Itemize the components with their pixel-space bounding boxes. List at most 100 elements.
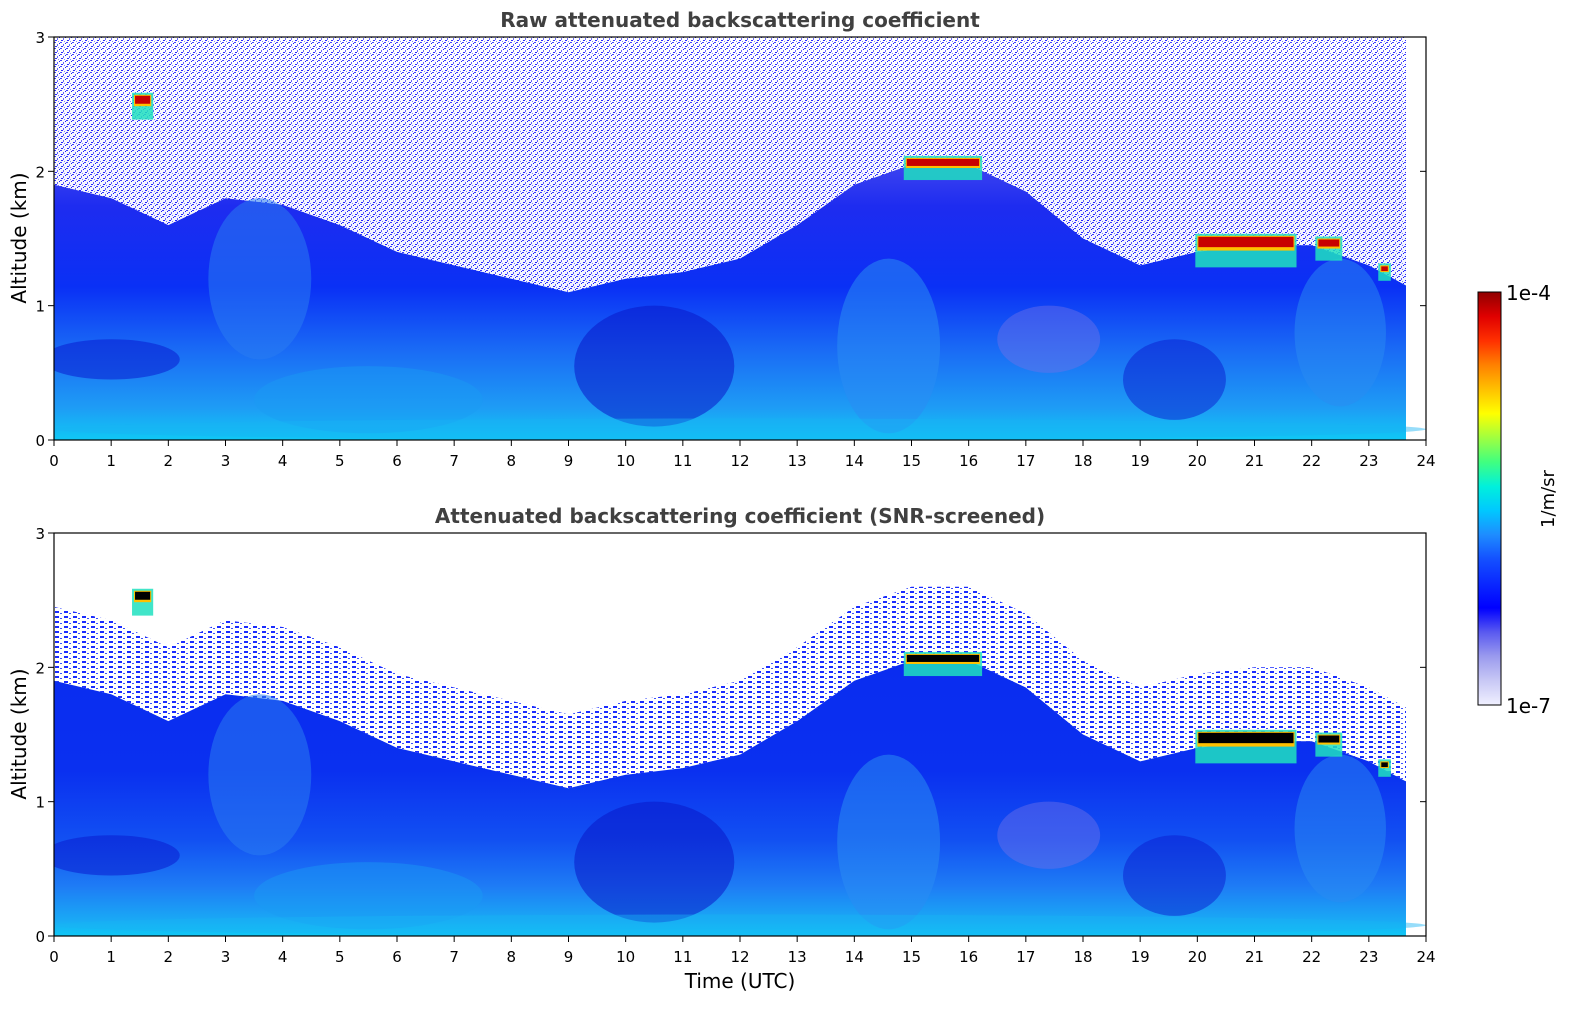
raw-y-tick-label: 3 [35, 29, 45, 47]
scr-x-tick-label: 7 [449, 948, 459, 966]
scr-x-tick-label: 11 [673, 948, 692, 966]
raw-x-tick-label: 13 [788, 452, 807, 470]
scr-y-tick-label: 0 [35, 928, 45, 946]
screened-heatmap-field [54, 660, 1406, 936]
screened-speckle-region [54, 586, 1406, 789]
scr-x-tick-label: 24 [1416, 948, 1435, 966]
cloud-core [135, 591, 151, 600]
scr-x-tick-label: 23 [1359, 948, 1378, 966]
raw-plume-features [54, 37, 1426, 440]
scr-x-tick-label: 8 [507, 948, 517, 966]
raw-noise-region [54, 37, 1406, 293]
plume-blob [837, 754, 941, 930]
plume-blob [1294, 258, 1386, 407]
plume-blob [54, 835, 180, 876]
raw-x-tick-label: 0 [49, 452, 59, 470]
plume-blob [54, 339, 180, 380]
colorbar: 1e-4 1e-7 1/m/sr [1477, 281, 1559, 718]
scr-x-tick-label: 3 [221, 948, 231, 966]
screened-cloud-features [132, 588, 1391, 777]
raw-x-tick-label: 5 [335, 452, 345, 470]
plume-blob [1123, 835, 1226, 916]
scr-x-tick-label: 0 [49, 948, 59, 966]
scr-x-tick-label: 12 [730, 948, 749, 966]
plume-blob [208, 198, 312, 360]
raw-y-tick-label: 0 [35, 432, 45, 450]
scr-x-tick-label: 10 [616, 948, 635, 966]
cloud-core [1381, 266, 1388, 272]
plume-blob [1294, 754, 1386, 903]
raw-y-axis: 0 1 2 3 [35, 29, 1426, 450]
scr-x-tick-label: 6 [392, 948, 402, 966]
raw-x-tick-label: 6 [392, 452, 402, 470]
colorbar-bar [1477, 291, 1502, 706]
raw-x-tick-label: 20 [1188, 452, 1207, 470]
scr-x-tick-label: 22 [1302, 948, 1321, 966]
raw-x-tick-label: 19 [1131, 452, 1150, 470]
raw-x-tick-label: 12 [730, 452, 749, 470]
colorbar-max-label: 1e-4 [1506, 281, 1551, 305]
plume-blob [208, 694, 312, 856]
plume-blob [254, 862, 483, 930]
scr-y-tick-label: 1 [35, 794, 45, 812]
raw-y-tick-label: 1 [35, 298, 45, 316]
raw-x-tick-label: 14 [845, 452, 864, 470]
panel-screened: Attenuated backscattering coefficient (S… [7, 504, 1436, 993]
panel-raw: Raw attenuated backscattering coefficien… [7, 8, 1436, 470]
plume-blob [54, 914, 1426, 936]
plume-blob [574, 801, 735, 923]
raw-x-axis: 0 1 2 3 4 5 6 7 8 9 10 11 12 13 14 15 16 17 18 19 20 21 22 23 24 [49, 440, 1436, 470]
raw-x-tick-label: 3 [221, 452, 231, 470]
raw-x-tick-label: 4 [278, 452, 288, 470]
raw-y-tick-label: 2 [35, 163, 45, 181]
raw-x-tick-label: 1 [106, 452, 116, 470]
screened-x-axis: 0 1 2 3 4 5 6 7 8 9 10 11 12 13 14 15 16 17 18 19 20 21 22 23 24 [49, 936, 1436, 966]
screened-no-data [1405, 533, 1426, 936]
plume-blob [254, 366, 483, 434]
scr-x-tick-label: 19 [1131, 948, 1150, 966]
cloud-core [906, 654, 980, 662]
raw-y-axis-label: Altitude (km) [7, 172, 31, 303]
raw-cloud-features [132, 92, 1391, 281]
raw-x-tick-label: 22 [1302, 452, 1321, 470]
raw-x-tick-label: 18 [1073, 452, 1092, 470]
raw-x-tick-label: 15 [902, 452, 921, 470]
panel-screened-title: Attenuated backscattering coefficient (S… [435, 504, 1045, 528]
cloud-core [1318, 239, 1340, 247]
cloud-core [135, 95, 151, 104]
raw-heatmap [54, 37, 1426, 440]
raw-x-tick-label: 11 [673, 452, 692, 470]
screened-y-axis: 0 1 2 3 [35, 525, 1426, 946]
raw-x-tick-label: 2 [164, 452, 174, 470]
scr-x-tick-label: 20 [1188, 948, 1207, 966]
scr-y-tick-label: 2 [35, 659, 45, 677]
screened-plume-features [54, 533, 1426, 936]
scr-x-tick-label: 1 [106, 948, 116, 966]
scr-x-tick-label: 18 [1073, 948, 1092, 966]
cloud-core [1198, 732, 1294, 744]
raw-x-tick-label: 16 [959, 452, 978, 470]
scr-x-tick-label: 14 [845, 948, 864, 966]
plume-blob [1123, 339, 1226, 420]
scr-x-tick-label: 4 [278, 948, 288, 966]
plume-blob [997, 801, 1101, 869]
plume-blob [997, 305, 1101, 373]
plume-blob [837, 258, 941, 434]
scr-x-tick-label: 2 [164, 948, 174, 966]
raw-x-tick-label: 10 [616, 452, 635, 470]
scr-x-tick-label: 13 [788, 948, 807, 966]
cloud-core [1198, 236, 1294, 248]
scr-x-tick-label: 9 [564, 948, 574, 966]
raw-x-tick-label: 21 [1245, 452, 1264, 470]
scr-y-tick-label: 3 [35, 525, 45, 543]
raw-no-data [1405, 37, 1426, 440]
screened-y-axis-label: Altitude (km) [7, 668, 31, 799]
raw-x-tick-label: 24 [1416, 452, 1435, 470]
cloud-core [1381, 762, 1388, 768]
colorbar-min-label: 1e-7 [1506, 694, 1551, 718]
scr-x-tick-label: 17 [1016, 948, 1035, 966]
raw-x-tick-label: 8 [507, 452, 517, 470]
screened-heatmap [54, 533, 1426, 936]
cloud-core [906, 158, 980, 166]
